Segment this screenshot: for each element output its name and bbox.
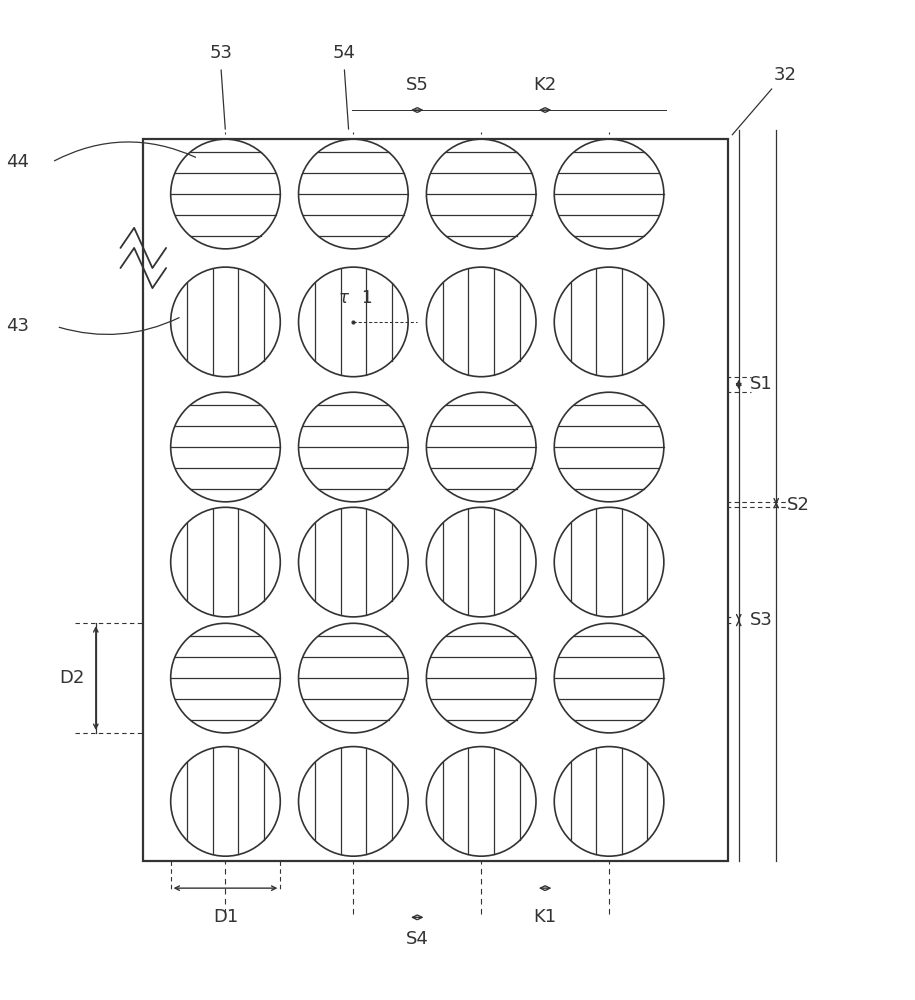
- Circle shape: [554, 267, 664, 377]
- Text: S1: S1: [749, 375, 772, 393]
- Circle shape: [171, 747, 280, 856]
- Circle shape: [554, 747, 664, 856]
- Text: K2: K2: [533, 76, 556, 94]
- Circle shape: [426, 623, 536, 733]
- Text: S5: S5: [406, 76, 429, 94]
- Circle shape: [298, 507, 408, 617]
- Circle shape: [554, 507, 664, 617]
- Circle shape: [426, 267, 536, 377]
- Text: S4: S4: [406, 930, 429, 948]
- Circle shape: [554, 623, 664, 733]
- Circle shape: [298, 139, 408, 249]
- Text: D1: D1: [213, 908, 238, 926]
- Text: D2: D2: [59, 669, 85, 687]
- Circle shape: [554, 392, 664, 502]
- Text: 54: 54: [333, 44, 356, 62]
- Circle shape: [426, 392, 536, 502]
- Text: 53: 53: [210, 44, 232, 62]
- Bar: [144, 139, 727, 861]
- Text: 44: 44: [6, 153, 29, 171]
- Text: 32: 32: [773, 66, 796, 84]
- Text: τ: τ: [339, 289, 349, 307]
- Text: 1: 1: [361, 289, 371, 307]
- Circle shape: [298, 747, 408, 856]
- Circle shape: [171, 507, 280, 617]
- Circle shape: [298, 267, 408, 377]
- Circle shape: [426, 507, 536, 617]
- Circle shape: [298, 392, 408, 502]
- Text: 43: 43: [6, 317, 29, 335]
- Circle shape: [298, 623, 408, 733]
- Circle shape: [426, 139, 536, 249]
- Text: S2: S2: [787, 496, 810, 514]
- Text: K1: K1: [533, 908, 556, 926]
- Circle shape: [171, 267, 280, 377]
- Circle shape: [171, 139, 280, 249]
- Circle shape: [554, 139, 664, 249]
- Circle shape: [171, 392, 280, 502]
- Circle shape: [171, 623, 280, 733]
- Text: S3: S3: [749, 611, 772, 629]
- Circle shape: [426, 747, 536, 856]
